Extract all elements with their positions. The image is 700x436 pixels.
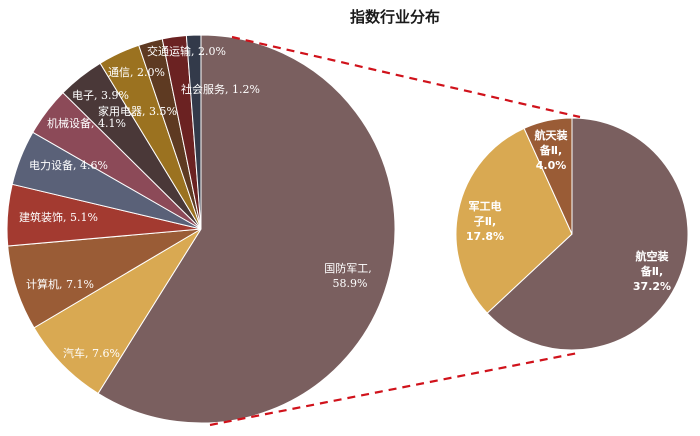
label-hangtianzhuangbei: 航天装 [535, 128, 568, 142]
label-tongxin: 通信, 2.0% [108, 66, 165, 79]
pie-slice-国防军工 [97, 34, 396, 424]
label-jungongdianzi: 军工电 [469, 199, 502, 213]
label-hangkongzhuangbei: 航空装 [636, 249, 669, 263]
label-hangkongzhuangbei-2: 备Ⅱ, [640, 264, 663, 278]
connector-line-top [231, 35, 581, 119]
label-jisuanji: 计算机, 7.1% [26, 277, 94, 291]
pie-slice-航天装备Ⅱ [523, 117, 573, 235]
label-hangtianzhuangbei-value: 4.0% [536, 159, 567, 172]
label-jixieshebei: 机械设备, 4.1% [47, 116, 126, 130]
chart-title: 指数行业分布 [349, 8, 440, 26]
label-dianlishebei: 电力设备, 4.6% [29, 158, 108, 172]
label-jianzhuzhuangshi: 建筑装饰, 5.1% [19, 210, 98, 224]
label-hangtianzhuangbei-2: 备Ⅱ, [539, 143, 562, 157]
label-guofangjungong-value: 58.9% [333, 277, 368, 290]
pie-slice-军工电子Ⅱ [455, 127, 573, 314]
label-guofangjungong: 国防军工, [324, 261, 372, 275]
pie-slice-航空装备Ⅱ [486, 117, 689, 351]
sub-pie [455, 117, 689, 351]
main-pie [6, 34, 396, 424]
label-jungongdianzi-value: 17.8% [466, 230, 504, 243]
label-shehuifuwu: 社会服务, 1.2% [181, 82, 260, 96]
label-jiayongdianqi: 家用电器, 3.5% [98, 104, 177, 118]
label-dianzi: 电子, 3.9% [72, 89, 129, 102]
label-jiaotongyunshu: 交通运输, 2.0% [147, 44, 226, 58]
label-qiche: 汽车, 7.6% [63, 346, 120, 360]
pie-slice-社会服务 [185, 34, 202, 230]
label-jungongdianzi-2: 子Ⅱ, [474, 215, 496, 228]
label-hangkongzhuangbei-value: 37.2% [633, 280, 671, 293]
connector-line-bottom [209, 351, 579, 427]
